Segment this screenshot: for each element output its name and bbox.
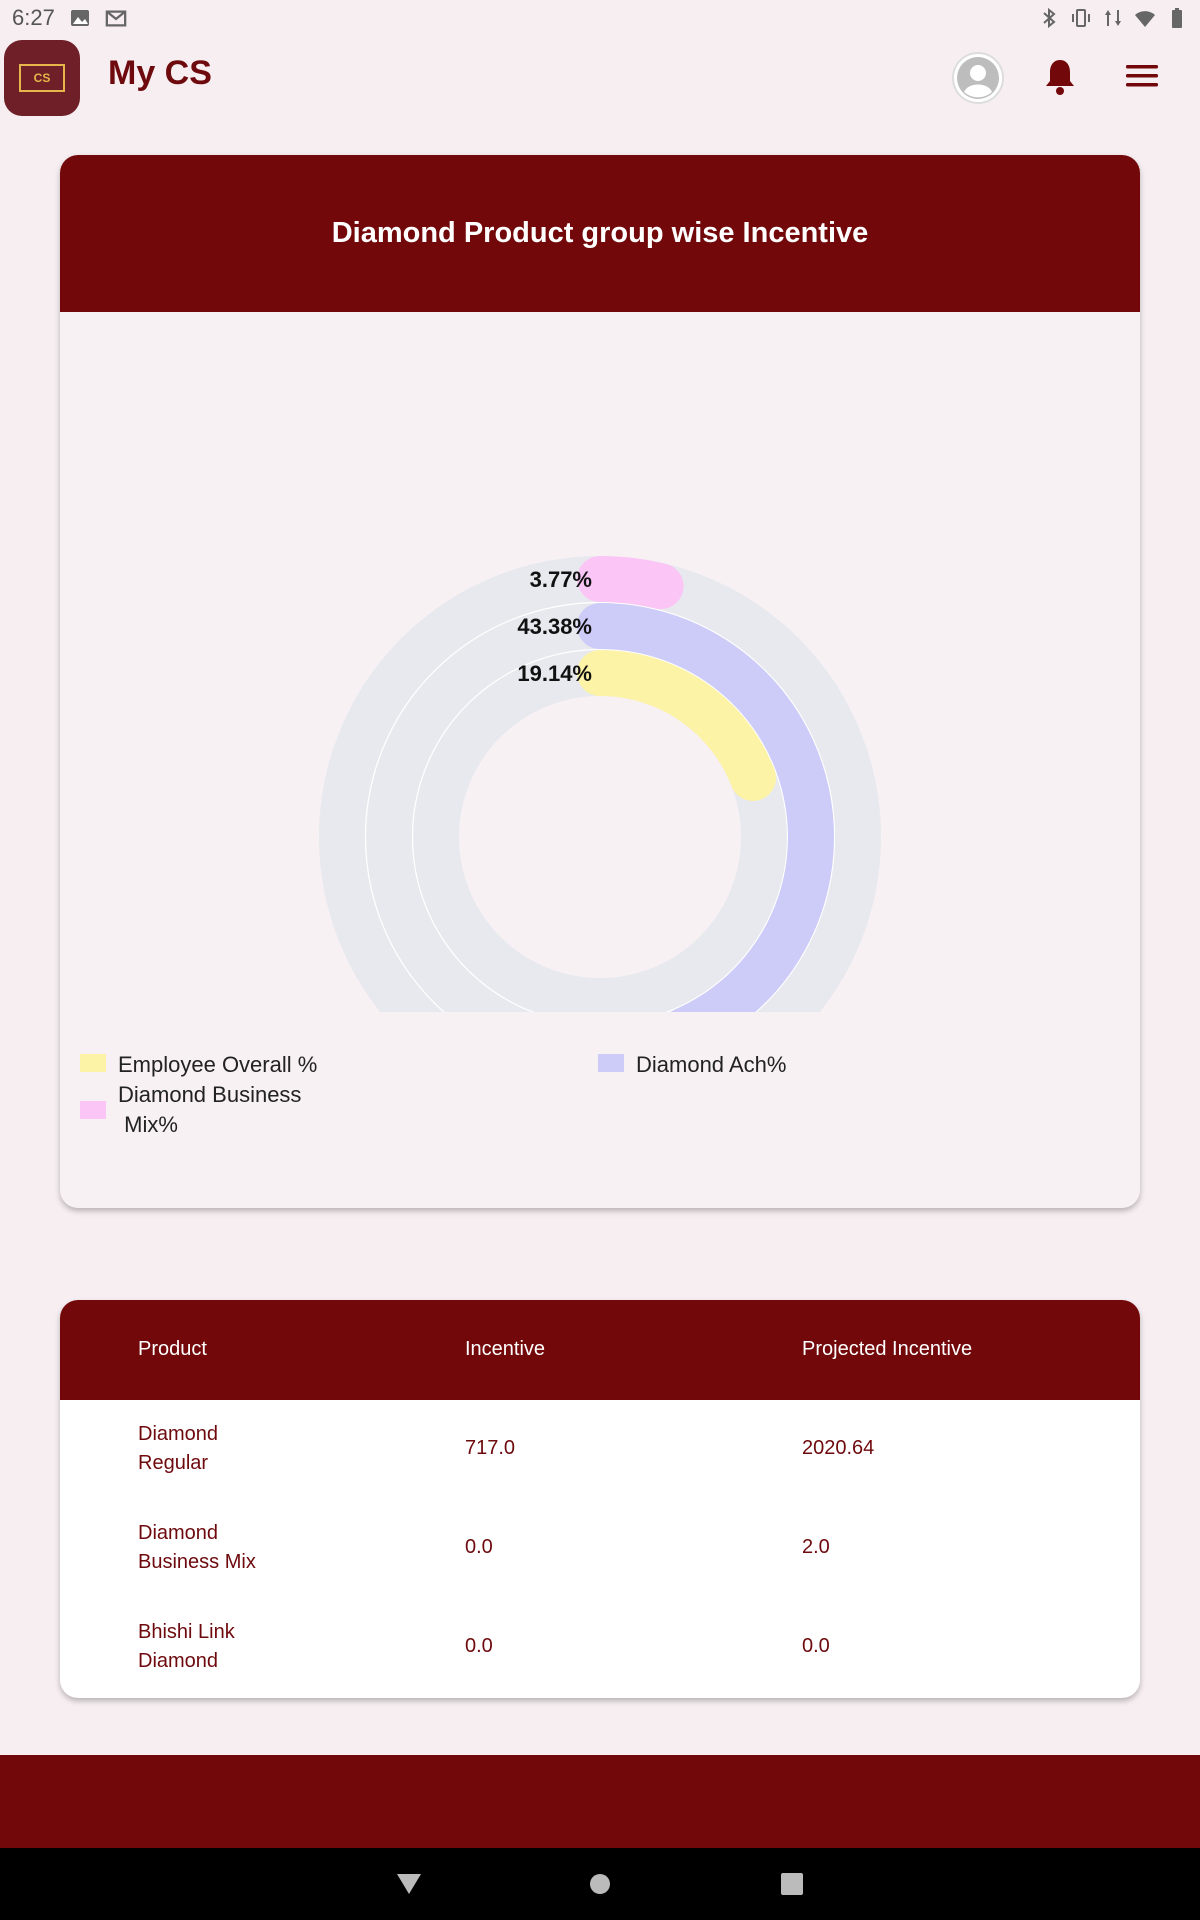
table-row: Diamond Regular 717.0 2020.64 — [60, 1400, 1140, 1499]
radial-bar-chart: 3.77% 43.38% 19.14% — [319, 556, 881, 1012]
incentive-table: Product Incentive Projected Incentive Di… — [60, 1300, 1140, 1698]
cell-incentive: 0.0 — [465, 1536, 493, 1558]
vibrate-icon — [1072, 9, 1090, 27]
app-logo: CS — [4, 40, 80, 116]
legend-swatch — [80, 1101, 106, 1119]
avatar[interactable] — [952, 52, 1004, 104]
cell-product: Bhishi Link Diamond — [138, 1621, 235, 1672]
chart-card: Diamond Product group wise Incentive 3.7… — [60, 155, 1140, 1208]
legend-label: Diamond Business Mix% — [118, 1082, 302, 1137]
cell-incentive: 717.0 — [465, 1437, 516, 1459]
gmail-icon — [105, 10, 127, 27]
table-row: Diamond Business Mix 0.0 2.0 — [60, 1499, 1140, 1598]
cell-projected: 2.0 — [802, 1536, 830, 1558]
legend-label: Employee Overall % — [118, 1052, 318, 1077]
wifi-icon — [1135, 11, 1155, 27]
chart-title: Diamond Product group wise Incentive — [331, 217, 869, 249]
cell-incentive: 0.0 — [465, 1635, 493, 1657]
cell-product: Diamond Regular — [138, 1423, 219, 1474]
triangle-back-icon[interactable] — [395, 1870, 423, 1898]
radial-bar-diamond-business-mix[interactable] — [577, 556, 684, 610]
status-time: 6:27 — [12, 5, 55, 30]
legend-swatch — [598, 1054, 624, 1072]
table-row: Bhishi Link Diamond 0.0 0.0 — [60, 1598, 1140, 1697]
data-label: 19.14% — [517, 661, 592, 686]
column-header-projected-incentive: Projected Incentive — [802, 1338, 973, 1360]
legend-label: Diamond Ach% — [636, 1052, 787, 1077]
legend-swatch — [80, 1054, 106, 1072]
legend-item-diamond-ach[interactable]: Diamond Ach% — [598, 1050, 786, 1080]
data-label: 3.77% — [530, 567, 592, 592]
person-icon — [957, 57, 999, 99]
radial-bar-diamond-ach[interactable] — [577, 603, 834, 1012]
data-label: 43.38% — [517, 614, 592, 639]
chart-card-header: Diamond Product group wise Incentive — [60, 155, 1140, 312]
bell-icon[interactable] — [1042, 56, 1078, 96]
legend-item-diamond-business-mix[interactable]: Diamond Business Mix% — [80, 1080, 301, 1140]
bluetooth-icon — [1043, 7, 1056, 29]
radial-track-divider — [411, 648, 789, 1012]
radial-bar-employee-overall[interactable] — [577, 650, 777, 801]
table-header: Product Incentive Projected Incentive — [60, 1300, 1140, 1400]
app-title: My CS — [108, 54, 212, 92]
image-icon — [70, 10, 89, 26]
bottom-app-bar — [0, 1755, 1200, 1848]
column-header-product: Product — [138, 1338, 207, 1360]
app-bar: CS My CS — [0, 36, 1200, 118]
hamburger-icon[interactable] — [1124, 60, 1160, 92]
system-nav-bar — [0, 1848, 1200, 1920]
data-arrows-icon — [1105, 10, 1121, 26]
circle-home-icon[interactable] — [588, 1870, 612, 1898]
column-header-incentive: Incentive — [465, 1338, 546, 1360]
logo-text: CS — [19, 64, 65, 92]
legend-item-employee-overall[interactable]: Employee Overall % — [80, 1050, 317, 1080]
square-recents-icon[interactable] — [780, 1870, 804, 1898]
battery-icon — [1172, 8, 1182, 28]
status-bar: 6:27 — [0, 0, 1200, 36]
cell-projected: 2020.64 — [802, 1437, 875, 1459]
cell-projected: 0.0 — [802, 1635, 830, 1657]
cell-product: Diamond Business Mix — [138, 1522, 256, 1573]
radial-track-divider — [364, 601, 836, 1012]
